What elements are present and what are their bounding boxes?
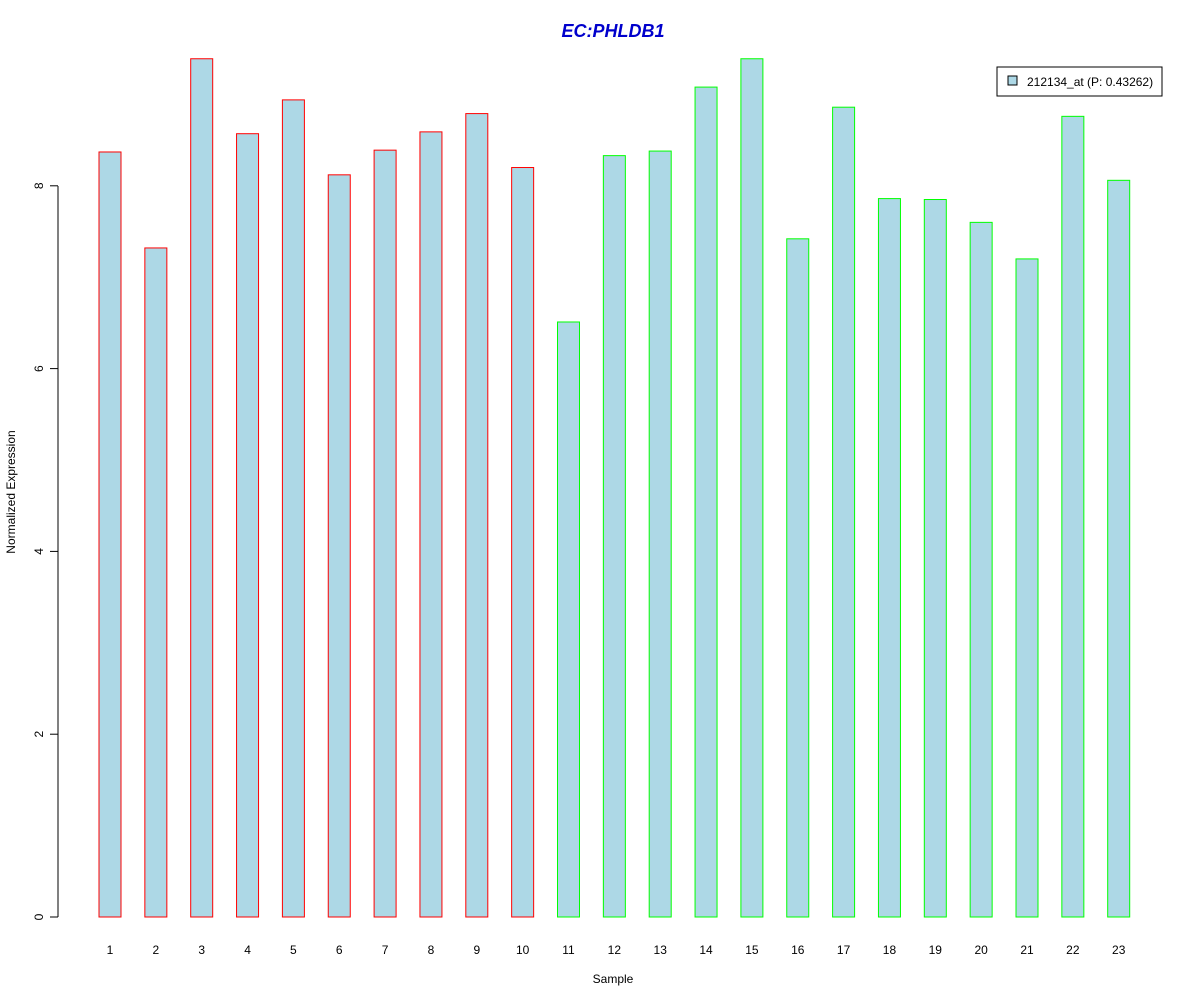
bar-sample-14 (694, 86, 718, 918)
x-tick-label-23: 23 (1112, 943, 1126, 957)
legend: 212134_at (P: 0.43262) (996, 66, 1163, 97)
bar-sample-18 (877, 198, 901, 918)
bar-sample-22 (1061, 115, 1085, 918)
bar-sample-7 (373, 149, 397, 918)
bar-sample-17 (832, 106, 856, 918)
x-tick-label-4: 4 (244, 943, 251, 957)
x-tick-label-22: 22 (1066, 943, 1080, 957)
bar-sample-21 (1015, 258, 1039, 918)
chart-title: EC:PHLDB1 (561, 21, 664, 41)
bar-sample-16 (786, 238, 810, 918)
x-tick-label-2: 2 (153, 943, 160, 957)
x-tick-label-7: 7 (382, 943, 389, 957)
x-tick-label-15: 15 (745, 943, 759, 957)
bar-sample-13 (648, 150, 672, 918)
x-tick-label-21: 21 (1020, 943, 1034, 957)
legend-box (996, 66, 1163, 97)
x-tick-label-14: 14 (699, 943, 713, 957)
x-tick-label-3: 3 (198, 943, 205, 957)
bar-sample-8 (419, 131, 443, 918)
y-tick-label-6: 6 (32, 365, 46, 372)
legend-label: 212134_at (P: 0.43262) (1027, 75, 1153, 89)
x-axis-label: Sample (593, 972, 634, 986)
x-tick-label-11: 11 (562, 943, 575, 957)
x-tick-label-16: 16 (791, 943, 805, 957)
x-tick-label-8: 8 (428, 943, 435, 957)
x-tick-label-19: 19 (929, 943, 943, 957)
bars-group (98, 58, 1131, 918)
bar-sample-4 (236, 133, 260, 918)
bar-sample-11 (557, 321, 580, 918)
bar-sample-10 (511, 167, 535, 918)
y-tick-label-2: 2 (32, 731, 46, 738)
y-tick-label-0: 0 (32, 913, 46, 920)
bar-sample-12 (602, 155, 626, 918)
legend-swatch (1007, 75, 1018, 86)
x-tick-label-9: 9 (473, 943, 480, 957)
x-tick-label-10: 10 (516, 943, 530, 957)
x-tick-label-5: 5 (290, 943, 297, 957)
bar-sample-20 (969, 221, 993, 918)
bar-sample-9 (465, 113, 489, 918)
bar-sample-6 (327, 174, 351, 918)
x-tick-labels: 1 2 3 4 5 6 7 8 9 10 11 12 13 14 15 16 17 18 19 20 21 22 23 (107, 943, 1126, 957)
bar-sample-19 (923, 199, 947, 918)
bar-sample-1 (98, 151, 122, 918)
bar-sample-2 (144, 247, 168, 918)
y-tick-label-4: 4 (32, 548, 46, 555)
x-tick-label-20: 20 (974, 943, 988, 957)
x-tick-label-12: 12 (608, 943, 622, 957)
x-tick-label-6: 6 (336, 943, 343, 957)
x-tick-label-17: 17 (837, 943, 851, 957)
bar-sample-3 (190, 58, 214, 918)
x-tick-label-13: 13 (654, 943, 668, 957)
bar-sample-5 (281, 99, 305, 918)
bar-sample-23 (1107, 179, 1131, 918)
x-tick-label-18: 18 (883, 943, 897, 957)
bar-sample-15 (740, 58, 764, 918)
y-tick-label-8: 8 (32, 182, 46, 189)
y-axis-label: Normalized Expression (4, 430, 18, 553)
x-tick-label-1: 1 (107, 943, 114, 957)
y-axis: 0 2 4 6 8 (32, 182, 59, 920)
